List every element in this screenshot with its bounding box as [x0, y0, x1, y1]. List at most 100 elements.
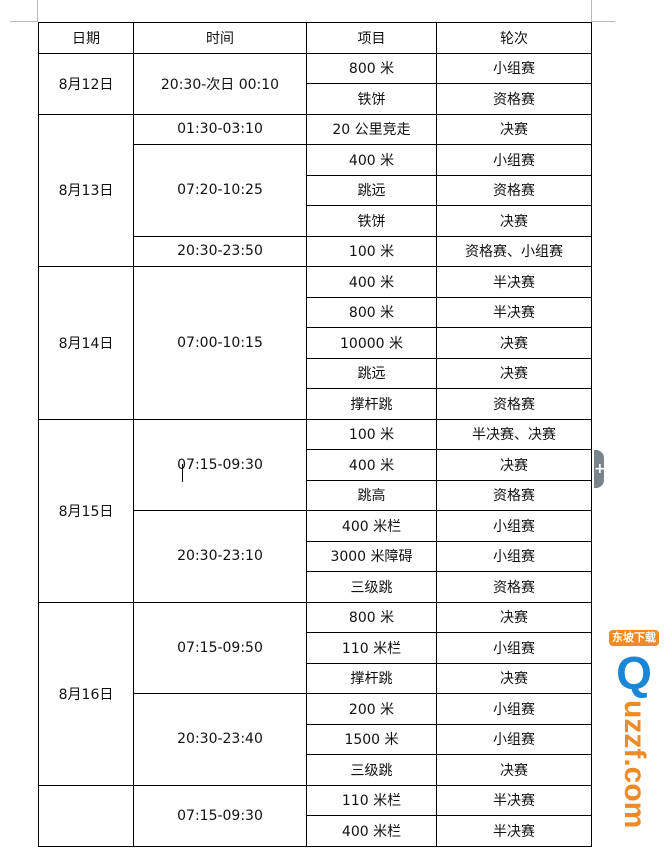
item-cell: 1500 米 — [306, 723, 437, 755]
item-cell: 110 米栏 — [306, 784, 437, 816]
table-row: 110 米栏 小组赛 — [39, 632, 592, 664]
item-cell: 撑杆跳 — [306, 388, 437, 420]
item-cell: 110 米栏 — [306, 632, 437, 664]
item-cell: 100 米 — [306, 235, 437, 267]
round-cell: 小组赛 — [436, 540, 592, 572]
round-cell: 决赛 — [436, 357, 592, 389]
table-row: 800 米半决赛 — [39, 296, 592, 328]
round-cell: 半决赛 — [436, 266, 592, 298]
table-row: 铁饼 资格赛 — [39, 83, 592, 115]
round-cell: 决赛 — [436, 662, 592, 694]
round-cell: 资格赛 — [436, 83, 592, 115]
time-cell: 01:30-03:10 — [133, 113, 307, 145]
round-cell: 决赛 — [436, 327, 592, 359]
watermark-letter: Q — [616, 647, 652, 699]
margin-mark — [591, 0, 592, 22]
item-cell: 400 米栏 — [306, 815, 437, 847]
round-cell: 资格赛 — [436, 174, 592, 206]
table-row: 8月16日 07:15-09:50 800 米决赛 — [38, 601, 592, 786]
item-cell: 跳远 — [306, 174, 437, 206]
table-row: 8月14日 07:00-10:15 400 米半决赛 — [38, 266, 592, 420]
time-cell: 07:15-09:30 — [133, 418, 307, 511]
round-cell: 小组赛 — [436, 723, 592, 755]
margin-mark — [10, 21, 38, 22]
round-cell: 资格赛、小组赛 — [436, 235, 592, 267]
round-cell: 决赛 — [436, 601, 592, 633]
date-cell: 8月14日 — [38, 266, 134, 420]
time-cell: 20:30-23:40 — [133, 693, 307, 786]
round-cell: 小组赛 — [436, 52, 592, 84]
round-cell: 小组赛 — [436, 510, 592, 542]
item-cell: 三级跳 — [306, 754, 437, 786]
date-cell: 8月15日 — [38, 418, 134, 603]
date-cell: 8月13日 — [38, 113, 134, 267]
side-expand-button[interactable]: + — [594, 450, 606, 488]
table-row: 400 米栏 半决赛 — [39, 815, 592, 847]
table-row: 10000 米决赛 — [39, 327, 592, 359]
round-cell: 半决赛 — [436, 296, 592, 328]
round-cell: 半决赛、决赛 — [436, 418, 592, 450]
item-cell: 400 米 — [306, 449, 437, 481]
item-cell: 100 米 — [306, 418, 437, 450]
table-row: 三级跳 资格赛 — [39, 571, 592, 603]
table-row: 20:30-23:10 400 米栏 小组赛 — [39, 510, 592, 603]
item-cell: 800 米 — [306, 601, 437, 633]
date-cell: 8月12日 — [38, 52, 134, 115]
table-row: 07:15-09:30 110 米栏 半决赛 — [38, 784, 592, 847]
watermark-text: uzzf.com — [618, 700, 651, 829]
plus-icon: + — [594, 461, 606, 477]
round-cell: 半决赛 — [436, 815, 592, 847]
item-cell: 800 米 — [306, 296, 437, 328]
table-row: 8月13日 01:30-03:10 20 公里竞走 决赛 — [38, 113, 592, 267]
schedule-table: 日期 时间 项目 轮次 8月12日 20:30-次日 00:10 800 米小组赛铁… — [38, 22, 592, 847]
table-row: 1500 米小组赛 — [39, 723, 592, 755]
time-cell: 07:00-10:15 — [133, 266, 307, 420]
round-cell: 决赛 — [436, 113, 592, 145]
item-cell: 400 米 — [306, 266, 437, 298]
item-cell: 20 公里竞走 — [306, 113, 437, 145]
margin-mark — [37, 0, 38, 22]
header-round: 轮次 — [436, 22, 592, 54]
margin-mark — [591, 21, 615, 22]
round-cell: 小组赛 — [436, 144, 592, 176]
item-cell: 跳远 — [306, 357, 437, 389]
watermark-logo: 东坡下载 Q uzzf.com — [604, 630, 664, 828]
table-row: 跳远 决赛 — [39, 357, 592, 389]
round-cell: 决赛 — [436, 754, 592, 786]
item-cell: 铁饼 — [306, 205, 437, 237]
item-cell: 800 米 — [306, 52, 437, 84]
date-cell: 8月16日 — [38, 601, 134, 786]
date-cell — [38, 784, 134, 847]
table-row: 8月12日 20:30-次日 00:10 800 米小组赛 — [38, 52, 592, 115]
round-cell: 资格赛 — [436, 479, 592, 511]
header-row: 日期 时间 项目 轮次 — [38, 22, 592, 54]
time-cell: 07:15-09:50 — [133, 601, 307, 694]
round-cell: 小组赛 — [436, 693, 592, 725]
time-cell: 07:15-09:30 — [133, 784, 307, 847]
time-cell: 20:30-次日 00:10 — [133, 52, 307, 115]
table-row: 20:30-23:50 100 米资格赛、小组赛 — [39, 235, 592, 267]
header-date: 日期 — [38, 22, 134, 54]
table-row: 3000 米障碍 小组赛 — [39, 540, 592, 572]
item-cell: 铁饼 — [306, 83, 437, 115]
header-item: 项目 — [306, 22, 437, 54]
item-cell: 三级跳 — [306, 571, 437, 603]
round-cell: 资格赛 — [436, 388, 592, 420]
round-cell: 资格赛 — [436, 571, 592, 603]
item-cell: 200 米 — [306, 693, 437, 725]
time-cell: 20:30-23:10 — [133, 510, 307, 603]
item-cell: 10000 米 — [306, 327, 437, 359]
round-cell: 决赛 — [436, 205, 592, 237]
time-cell: 20:30-23:50 — [133, 235, 307, 267]
watermark-tag: 东坡下载 — [609, 630, 659, 646]
table-row: 跳高 资格赛 — [39, 479, 592, 511]
table-row: 20:30-23:40 200 米小组赛 — [39, 693, 592, 786]
table-row: 8月15日 07:15-09:30 100 米半决赛、决赛 — [38, 418, 592, 603]
round-cell: 半决赛 — [436, 784, 592, 816]
round-cell: 小组赛 — [436, 632, 592, 664]
item-cell: 跳高 — [306, 479, 437, 511]
round-cell: 决赛 — [436, 449, 592, 481]
item-cell: 400 米栏 — [306, 510, 437, 542]
text-cursor — [182, 464, 183, 482]
table-row: 铁饼 决赛 — [39, 205, 592, 237]
